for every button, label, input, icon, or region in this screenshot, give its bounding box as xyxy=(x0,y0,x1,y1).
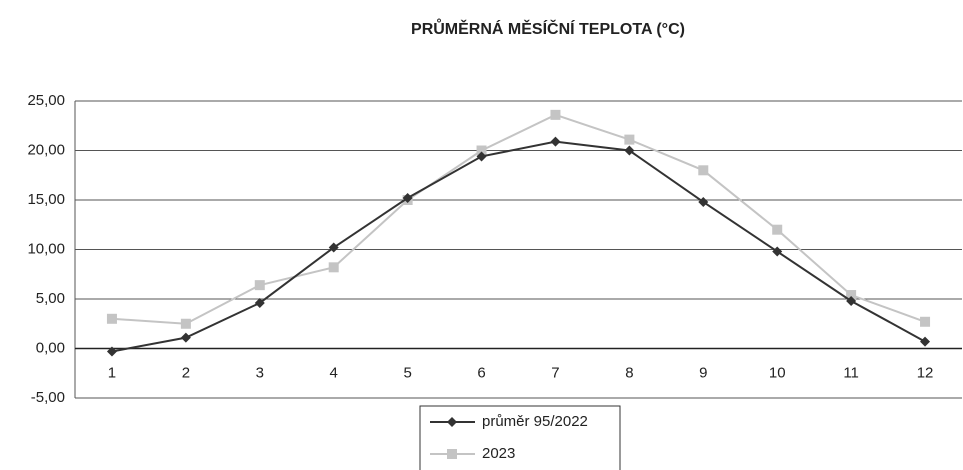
marker xyxy=(447,449,457,459)
marker xyxy=(328,242,339,253)
x-tick-label: 7 xyxy=(551,364,559,381)
marker xyxy=(550,109,561,120)
marker xyxy=(772,224,783,235)
x-tick-label: 1 xyxy=(108,364,116,381)
y-tick-label: 15,00 xyxy=(27,191,65,208)
x-tick-label: 9 xyxy=(699,364,707,381)
marker xyxy=(180,332,191,343)
series-line xyxy=(111,113,926,325)
x-tick-label: 10 xyxy=(769,364,786,381)
x-tick-label: 5 xyxy=(403,364,411,381)
marker xyxy=(476,145,487,156)
marker xyxy=(920,336,931,347)
chart-title: PRŮMĚRNÁ MĚSÍČNÍ TEPLOTA (°C) xyxy=(411,18,685,38)
y-tick-label: 20,00 xyxy=(27,141,65,158)
marker xyxy=(846,290,857,301)
marker xyxy=(254,297,265,308)
marker xyxy=(624,134,635,145)
marker xyxy=(698,165,709,176)
marker xyxy=(447,417,457,427)
marker xyxy=(846,295,857,306)
marker xyxy=(624,145,635,156)
legend-label: průměr 95/2022 xyxy=(482,413,588,430)
marker xyxy=(402,193,413,204)
legend-label: 2023 xyxy=(482,445,515,462)
x-tick-label: 12 xyxy=(917,364,934,381)
x-tick-label: 8 xyxy=(625,364,633,381)
marker xyxy=(550,136,561,147)
x-tick-label: 2 xyxy=(182,364,190,381)
marker xyxy=(254,280,265,291)
x-tick-label: 11 xyxy=(843,364,859,381)
marker xyxy=(772,246,783,257)
x-tick-label: 3 xyxy=(256,364,264,381)
marker xyxy=(106,313,117,324)
marker xyxy=(920,316,931,327)
marker xyxy=(180,318,191,329)
x-tick-label: 4 xyxy=(330,364,338,381)
y-tick-label: -5,00 xyxy=(31,389,65,406)
y-tick-label: 5,00 xyxy=(36,290,65,307)
series-line xyxy=(111,140,926,353)
y-tick-label: 0,00 xyxy=(36,339,65,356)
x-tick-label: 6 xyxy=(477,364,485,381)
marker xyxy=(106,346,117,357)
marker xyxy=(698,196,709,207)
legend-box xyxy=(419,405,621,470)
marker xyxy=(328,262,339,273)
y-tick-label: 10,00 xyxy=(27,240,65,257)
y-tick-label: 25,00 xyxy=(27,92,65,109)
marker xyxy=(476,151,487,162)
